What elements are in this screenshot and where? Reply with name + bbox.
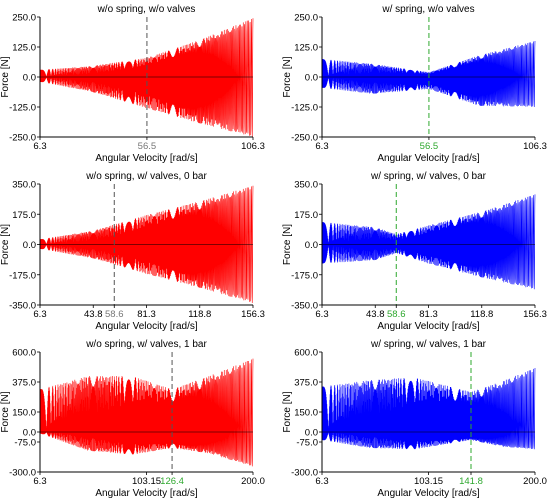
x-axis-label: Angular Velocity [rad/s]: [377, 488, 479, 499]
x-tick-label: 43.8: [366, 309, 385, 320]
marker-label: 58.6: [105, 309, 124, 320]
y-tick-label: 150.0: [294, 408, 318, 419]
x-tick-label: 6.3: [33, 476, 46, 487]
y-tick-label: -125.0: [291, 103, 318, 114]
y-tick-label: 375.0: [294, 378, 318, 389]
y-tick-label: -350.0: [9, 301, 36, 312]
chart-title: w/ spring, w/ valves, 1 bar: [370, 339, 487, 350]
y-tick-label: -75.0: [14, 438, 36, 449]
force-series-6-1: [321, 367, 536, 450]
x-axis-label: Angular Velocity [rad/s]: [95, 321, 197, 332]
x-axis-label: Angular Velocity [rad/s]: [95, 488, 197, 499]
y-tick-label: 375.0: [12, 378, 36, 389]
y-tick-label: 150.0: [12, 408, 36, 419]
y-tick-label: 0.0: [305, 428, 318, 439]
y-tick-label: -175.0: [291, 270, 318, 281]
chart-title: w/o spring, w/ valves, 0 bar: [85, 171, 207, 182]
y-tick-label: 125.0: [12, 43, 36, 54]
x-axis-label: Angular Velocity [rad/s]: [95, 153, 197, 164]
force-series-3-1: [39, 185, 254, 304]
force-series-2-1: [321, 40, 536, 107]
y-axis-label: Force [N]: [282, 56, 293, 97]
y-tick-label: 250.0: [294, 13, 318, 24]
x-tick-label: 6.3: [315, 309, 328, 320]
y-axis-label: Force [N]: [0, 391, 11, 432]
x-tick-label: 6.3: [315, 141, 328, 152]
x-axis-label: Angular Velocity [rad/s]: [377, 153, 479, 164]
y-tick-label: 0.0: [23, 240, 36, 251]
chart-panel-4: w/ spring, w/ valves, 0 bar 350.0 175.0 0.0…: [282, 171, 547, 332]
marker-label: 58.6: [387, 309, 406, 320]
y-tick-label: 175.0: [12, 210, 36, 221]
x-tick-label: 200.0: [241, 476, 265, 487]
x-tick-label: 118.8: [188, 309, 211, 320]
x-tick-label: 103.15: [414, 476, 443, 487]
y-tick-label: 250.0: [12, 13, 36, 24]
y-axis-label: Force [N]: [0, 56, 11, 97]
y-tick-label: 0.0: [23, 73, 36, 84]
x-tick-label: 118.8: [470, 309, 493, 320]
x-tick-label: 156.3: [523, 309, 547, 320]
marker-label: 126.4: [160, 476, 184, 487]
y-tick-label: -175.0: [9, 270, 36, 281]
y-tick-label: 0.0: [23, 428, 36, 439]
x-tick-label: 106.3: [241, 141, 265, 152]
y-tick-label: 0.0: [305, 73, 318, 84]
y-tick-label: -300.0: [291, 468, 318, 479]
y-axis-label: Force [N]: [0, 224, 11, 265]
chart-panel-6: w/ spring, w/ valves, 1 bar 600.0 375.0 150…: [282, 339, 547, 499]
y-tick-label: -300.0: [9, 468, 36, 479]
x-tick-label: 81.3: [419, 309, 438, 320]
y-tick-label: 600.0: [294, 348, 318, 359]
force-series-5-1: [39, 358, 254, 467]
chart-panel-5: w/o spring, w/ valves, 1 bar 600.0 375.0 15…: [0, 339, 265, 499]
y-tick-label: 350.0: [294, 180, 318, 191]
x-tick-label: 200.0: [523, 476, 547, 487]
x-tick-label: 106.3: [523, 141, 547, 152]
chart-title: w/ spring, w/ valves, 0 bar: [370, 171, 487, 182]
x-tick-label: 6.3: [315, 476, 328, 487]
x-tick-label: 103.15: [132, 476, 161, 487]
y-tick-label: -125.0: [9, 103, 36, 114]
chart-title: w/o spring, w/o valves: [97, 4, 196, 15]
x-tick-label: 6.3: [33, 309, 46, 320]
y-tick-label: -250.0: [9, 133, 36, 144]
marker-label: 56.5: [138, 141, 157, 152]
chart-panel-2: w/ spring, w/o valves 250.0 125.0 0.0 -125.0…: [282, 4, 547, 164]
y-tick-label: 350.0: [12, 180, 36, 191]
x-tick-label: 156.3: [241, 309, 265, 320]
y-tick-label: -75.0: [296, 438, 318, 449]
y-tick-label: 600.0: [12, 348, 36, 359]
force-series-4-1: [321, 194, 536, 290]
marker-label: 56.5: [420, 141, 439, 152]
y-tick-label: -250.0: [291, 133, 318, 144]
x-tick-label: 43.8: [84, 309, 103, 320]
x-tick-label: 6.3: [33, 141, 46, 152]
y-tick-label: 0.0: [305, 240, 318, 251]
chart-panel-3: w/o spring, w/ valves, 0 bar 350.0 175.0 0.…: [0, 171, 265, 332]
chart-panel-1: w/o spring, w/o valves 250.0 125.0 0.0 -125.…: [0, 4, 265, 164]
y-axis-label: Force [N]: [282, 224, 293, 265]
y-tick-label: 125.0: [294, 43, 318, 54]
chart-title: w/ spring, w/o valves: [381, 4, 474, 15]
y-tick-label: -350.0: [291, 301, 318, 312]
chart-title: w/o spring, w/ valves, 1 bar: [85, 339, 207, 350]
y-tick-label: 175.0: [294, 210, 318, 221]
y-axis-label: Force [N]: [282, 391, 293, 432]
marker-label: 141.8: [459, 476, 483, 487]
x-tick-label: 81.3: [137, 309, 156, 320]
x-axis-label: Angular Velocity [rad/s]: [377, 321, 479, 332]
